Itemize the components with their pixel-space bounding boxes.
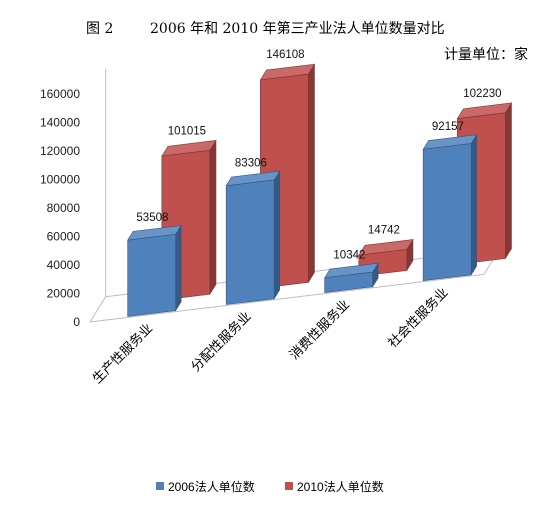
legend-label-2006: 2006法人单位数 — [168, 480, 255, 494]
legend-item-2010: 2010法人单位数 — [285, 478, 384, 495]
bar-2006-3 — [422, 133, 478, 282]
legend-label-2010: 2010法人单位数 — [297, 480, 384, 494]
x-category-label: 社会性服务业 — [385, 285, 451, 351]
legend-swatch-2006 — [156, 482, 164, 490]
figure-title-text: 2006 年和 2010 年第三产业法人单位数量对比 — [150, 21, 445, 37]
legend-swatch-2010 — [285, 482, 293, 490]
y-tick-label: 80000 — [47, 201, 81, 215]
bar-2006-1 — [225, 170, 281, 305]
bar-2006-2 — [324, 262, 379, 293]
data-label-2010: 102230 — [463, 88, 501, 100]
x-category-label: 生产性服务业 — [89, 320, 155, 386]
bar-2006-0 — [127, 224, 182, 317]
y-tick-label: 40000 — [47, 258, 81, 272]
data-label-2010: 14742 — [368, 224, 400, 236]
y-tick-label: 0 — [73, 315, 80, 329]
data-label-2006: 10342 — [333, 250, 365, 262]
y-tick-label: 120000 — [40, 144, 80, 158]
data-label-2006: 53508 — [136, 212, 168, 224]
y-tick-label: 60000 — [47, 230, 81, 244]
y-tick-label: 20000 — [47, 287, 81, 301]
unit-label: 计量单位：家 — [444, 47, 528, 63]
y-tick-label: 140000 — [40, 116, 80, 130]
data-label-2010: 101015 — [168, 125, 206, 137]
figure-number: 图 2 — [86, 21, 114, 37]
chart-title: 图 2 2006 年和 2010 年第三产业法人单位数量对比 — [0, 18, 546, 40]
data-label-2006: 83306 — [235, 157, 267, 169]
x-category-label: 消费性服务业 — [286, 297, 352, 363]
data-label-2006: 92157 — [432, 121, 464, 133]
x-category-label: 分配性服务业 — [188, 308, 254, 374]
legend: 2006法人单位数 2010法人单位数 — [0, 478, 546, 496]
y-tick-label: 160000 — [40, 87, 80, 101]
legend-item-2006: 2006法人单位数 — [156, 478, 255, 495]
y-tick-label: 100000 — [40, 173, 80, 187]
bar-chart-3d: 0 20000 40000 60000 80000 100000 120000 140000 1… — [40, 49, 513, 387]
data-label-2010: 146108 — [266, 49, 304, 61]
